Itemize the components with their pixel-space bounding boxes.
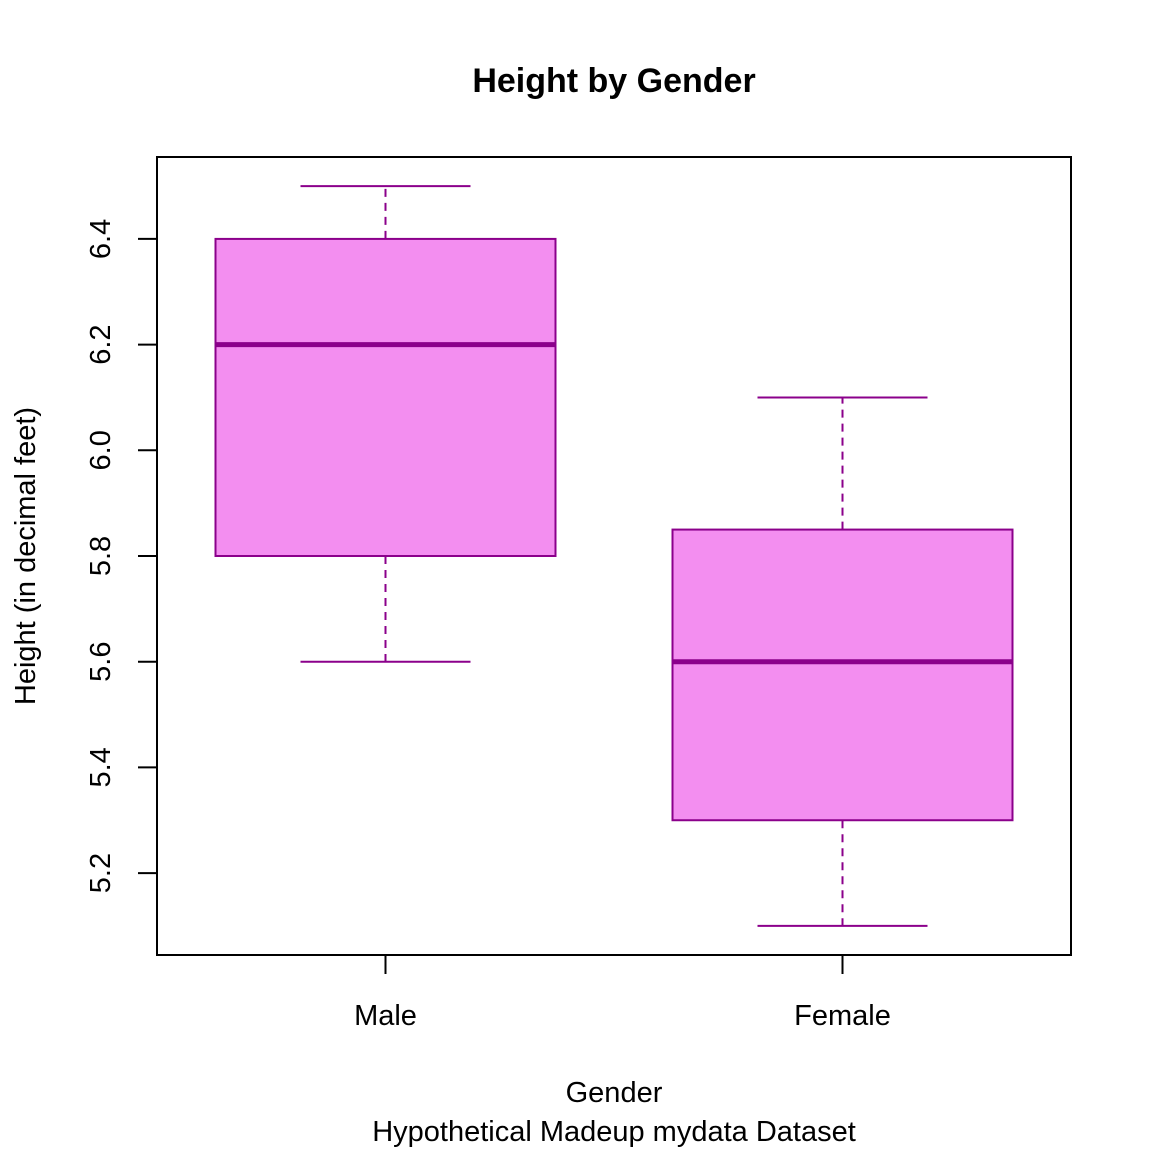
box-female <box>671 396 1014 927</box>
y-axis: 5.2 5.4 5.6 5.8 6.0 6.2 6.4 <box>85 219 158 893</box>
y-tick-label: 6.4 <box>85 219 117 259</box>
box-male <box>214 185 557 663</box>
x-axis: Male Female <box>354 955 891 1032</box>
chart-title: Height by Gender <box>472 62 755 100</box>
y-tick-label: 5.6 <box>85 642 117 682</box>
iqr-box <box>214 237 557 557</box>
y-tick-label: 5.8 <box>85 536 117 576</box>
iqr-box <box>671 528 1014 822</box>
y-tick-label: 6.2 <box>85 324 117 364</box>
chart-subtitle: Hypothetical Madeup mydata Dataset <box>372 1116 856 1148</box>
y-axis-title: Height (in decimal feet) <box>10 407 42 705</box>
x-axis-title: Gender <box>566 1077 663 1109</box>
plot-area <box>214 185 1014 927</box>
x-tick-label: Female <box>794 1000 891 1032</box>
y-tick-label: 5.4 <box>85 747 117 787</box>
y-tick-label: 5.2 <box>85 853 117 893</box>
x-tick-label: Male <box>354 1000 417 1032</box>
y-tick-label: 6.0 <box>85 430 117 470</box>
